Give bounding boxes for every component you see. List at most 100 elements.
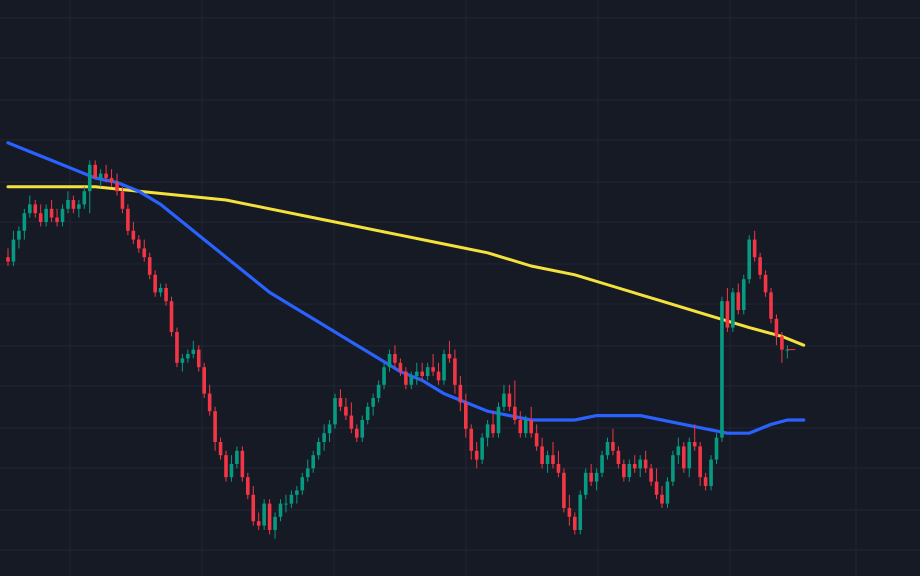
candle-down: [164, 283, 168, 306]
candle-body: [22, 213, 27, 231]
candle-up: [333, 393, 337, 429]
candle-up: [305, 459, 310, 482]
candle-body: [611, 442, 615, 451]
candle-body: [273, 516, 277, 530]
candle-body: [692, 442, 697, 447]
candle-body: [578, 494, 583, 530]
candle-body: [774, 318, 779, 337]
candle-body: [425, 367, 430, 376]
candle-down: [137, 235, 141, 253]
candle-body: [338, 398, 343, 407]
candle-body: [725, 301, 730, 328]
candle-down: [120, 186, 125, 214]
candle-up: [180, 354, 185, 372]
candle-body: [164, 288, 168, 302]
candle-body: [17, 230, 21, 240]
candle-down: [38, 204, 43, 227]
candle-up: [578, 490, 583, 535]
candle-body: [404, 371, 408, 385]
candle-body: [55, 217, 59, 222]
candle-up: [502, 384, 506, 412]
candle-body: [551, 455, 555, 464]
candle-body: [622, 464, 626, 478]
candle-body: [93, 164, 97, 178]
candle-body: [741, 279, 746, 310]
candle-body: [442, 354, 446, 381]
candle-down: [752, 230, 757, 262]
candle-down: [33, 200, 38, 218]
candle-body: [153, 274, 157, 293]
candle-body: [589, 472, 593, 482]
candle-down: [469, 424, 474, 460]
candle-body: [780, 336, 784, 350]
candle-body: [246, 477, 250, 495]
candle-up: [289, 490, 294, 508]
candle-body: [300, 477, 305, 491]
candle-down: [774, 314, 779, 346]
candle-up: [322, 424, 326, 451]
candle-body: [720, 301, 724, 438]
candle-down: [660, 486, 664, 508]
candle-down: [632, 455, 637, 473]
candle-body: [474, 450, 479, 460]
candle-body: [147, 257, 152, 275]
candle-body: [502, 393, 506, 407]
candle-body: [44, 208, 48, 222]
candle-down: [703, 472, 708, 491]
candle-body: [376, 384, 381, 398]
candle-up: [66, 191, 70, 214]
candle-body: [115, 182, 119, 192]
candle-body: [747, 239, 751, 280]
candle-up: [365, 402, 370, 425]
candle-body: [218, 442, 223, 456]
candle-body: [71, 200, 76, 209]
candle-up: [687, 437, 692, 478]
candle-body: [709, 459, 713, 486]
candle-body: [605, 442, 610, 456]
candle-body: [284, 503, 288, 505]
candle-up: [229, 455, 234, 482]
candle-down: [780, 332, 784, 363]
candle-down: [436, 362, 441, 385]
candle-up: [523, 415, 528, 438]
candle-down: [169, 296, 174, 337]
candle-down: [698, 442, 702, 486]
candle-body: [305, 468, 310, 478]
candle-down: [431, 354, 435, 376]
candle-up: [442, 349, 446, 385]
candle-body: [431, 367, 435, 372]
candle-body: [638, 459, 642, 469]
candle-up: [382, 362, 386, 390]
candle-body: [137, 239, 141, 249]
candle-body: [316, 442, 321, 456]
candle-down: [616, 446, 621, 469]
candle-body: [109, 178, 114, 183]
candle-up: [158, 283, 163, 297]
candle-down: [589, 464, 593, 486]
candle-down: [338, 389, 343, 412]
candle-up: [627, 459, 632, 482]
candle-up: [327, 420, 332, 442]
candle-down: [513, 380, 517, 425]
candle-series: [6, 160, 796, 539]
candle-down: [447, 340, 452, 363]
candle-body: [649, 468, 653, 482]
candle-body: [387, 354, 392, 368]
candle-body: [676, 446, 681, 456]
candle-body: [420, 371, 424, 376]
candle-body: [175, 332, 179, 363]
candle-body: [33, 204, 38, 214]
candle-down: [256, 512, 261, 530]
candle-body: [752, 239, 757, 258]
candle-body: [671, 455, 675, 482]
candle-body: [714, 437, 719, 460]
candle-body: [251, 494, 256, 522]
candle-down: [71, 195, 76, 214]
candle-body: [235, 450, 239, 464]
candle-up: [671, 450, 675, 486]
candle-up: [731, 288, 735, 332]
candle-down: [420, 362, 424, 381]
